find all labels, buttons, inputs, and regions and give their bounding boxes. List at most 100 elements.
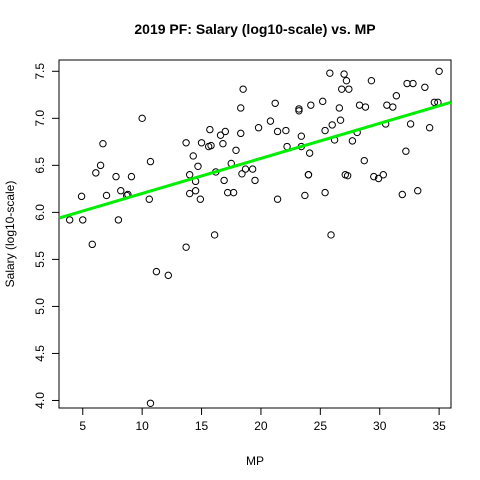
x-tick-label: 10: [135, 419, 149, 433]
data-point: [297, 132, 306, 140]
data-point: [182, 243, 190, 251]
data-point: [138, 114, 146, 123]
data-point: [185, 171, 194, 179]
data-point: [343, 171, 352, 180]
data-point: [241, 165, 250, 173]
data-point: [96, 161, 105, 170]
data-point: [326, 69, 334, 77]
data-point: [229, 188, 238, 197]
data-point: [398, 190, 406, 199]
data-points: [65, 67, 443, 407]
y-axis: 4.0 4.5 5.0 5.5 6.0 6.5 7.0 7.5: [33, 63, 60, 409]
data-point: [328, 121, 336, 129]
y-tick-label: 5.5: [33, 251, 47, 268]
data-point: [348, 137, 357, 145]
data-point: [112, 172, 120, 181]
data-point: [266, 117, 275, 125]
data-point: [237, 104, 245, 112]
data-point: [127, 172, 136, 181]
data-point: [367, 76, 376, 85]
data-point: [185, 189, 194, 198]
data-point: [327, 231, 335, 239]
data-point: [206, 125, 214, 134]
data-point: [182, 139, 190, 147]
data-point: [194, 162, 202, 170]
data-point: [207, 141, 215, 150]
x-axis-label: MP: [246, 454, 264, 468]
data-point: [273, 195, 282, 203]
data-point: [345, 85, 353, 93]
data-point: [374, 174, 383, 183]
x-tick-label: 35: [432, 419, 446, 433]
data-point: [251, 176, 259, 185]
data-point: [220, 176, 228, 185]
data-point: [355, 101, 364, 109]
data-point: [117, 187, 125, 195]
data-point: [282, 126, 290, 135]
data-point: [210, 231, 219, 239]
data-point: [321, 126, 329, 135]
y-tick-label: 7.0: [33, 110, 47, 127]
data-point: [92, 169, 100, 177]
data-point: [435, 67, 443, 75]
data-point: [319, 97, 327, 106]
x-axis: 5 10 15 20 25 30 35: [79, 407, 446, 433]
data-point: [406, 120, 415, 128]
data-point: [430, 98, 439, 107]
data-point: [271, 99, 279, 107]
data-point: [239, 85, 247, 93]
data-point: [65, 216, 74, 224]
data-point: [379, 171, 387, 179]
y-tick-label: 4.0: [33, 392, 47, 409]
x-tick-label: 25: [314, 419, 328, 433]
y-tick-label: 5.0: [33, 298, 47, 315]
data-point: [338, 85, 346, 93]
y-tick-label: 6.5: [33, 157, 47, 174]
data-point: [295, 107, 303, 115]
data-point: [146, 157, 155, 166]
chart-title: 2019 PF: Salary (log10-scale) vs. MP: [134, 21, 375, 37]
data-point: [189, 152, 197, 160]
data-point: [146, 399, 155, 407]
data-point: [254, 124, 263, 132]
data-point: [402, 147, 410, 155]
data-point: [237, 129, 245, 138]
data-point: [340, 70, 348, 78]
data-point: [273, 127, 282, 136]
data-point: [304, 171, 313, 179]
y-tick-label: 4.5: [33, 345, 47, 362]
data-point: [197, 139, 206, 147]
x-tick-label: 5: [79, 419, 86, 433]
data-point: [389, 103, 397, 111]
regression-line: [58, 100, 452, 220]
data-point: [307, 101, 315, 109]
data-point: [301, 191, 309, 200]
plot-frame: [58, 59, 452, 409]
data-point: [305, 149, 314, 157]
x-tick-label: 30: [373, 419, 387, 433]
data-point: [248, 165, 257, 173]
data-point: [335, 104, 344, 112]
data-point: [409, 79, 417, 88]
data-point: [114, 216, 123, 224]
data-point: [392, 92, 401, 100]
data-point: [221, 127, 230, 136]
data-point: [232, 146, 240, 154]
y-axis-label: Salary (log10-scale): [3, 181, 17, 288]
data-point: [238, 170, 246, 178]
data-point: [102, 191, 111, 200]
y-tick-label: 6.0: [33, 204, 47, 221]
data-point: [196, 195, 205, 203]
x-tick-label: 20: [254, 419, 268, 433]
data-point: [295, 105, 303, 113]
data-point: [361, 103, 370, 111]
data-point: [88, 240, 96, 249]
data-point: [152, 267, 161, 276]
data-point: [77, 192, 86, 201]
data-point: [342, 76, 351, 85]
data-point: [164, 271, 172, 280]
x-tick-label: 15: [195, 419, 209, 433]
data-point: [425, 124, 434, 132]
data-point: [99, 140, 107, 148]
